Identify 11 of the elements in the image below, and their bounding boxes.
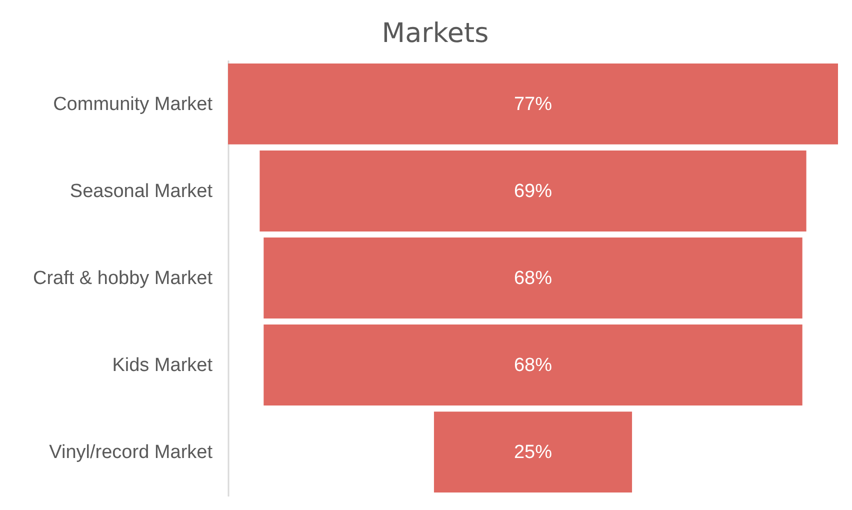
category-label: Community Market bbox=[53, 94, 214, 115]
category-label: Craft & hobby Market bbox=[32, 268, 214, 289]
category-label: Seasonal Market bbox=[70, 180, 214, 202]
data-label: 68% bbox=[514, 268, 552, 289]
category-label: Vinyl/record Market bbox=[49, 442, 214, 464]
data-label: 25% bbox=[514, 442, 552, 464]
text: Markets bbox=[382, 18, 489, 49]
data-label: 77% bbox=[514, 94, 552, 115]
data-label: 69% bbox=[514, 180, 552, 202]
category-label: Kids Market bbox=[112, 355, 214, 376]
data-label: 68% bbox=[514, 355, 552, 376]
